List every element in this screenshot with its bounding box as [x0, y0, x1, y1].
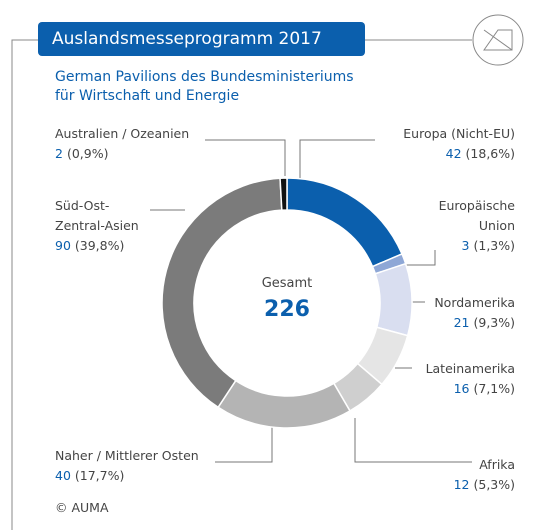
- percent: (17,7%): [74, 468, 125, 483]
- segment-label: Süd-Ost- Zentral-Asien 90 (39,8%): [55, 196, 139, 256]
- value-line: 21 (9,3%): [434, 313, 515, 333]
- percent: (1,3%): [473, 238, 515, 253]
- title: Auslandsmesseprogramm 2017: [52, 29, 322, 49]
- segment-label: Nordamerika 21 (9,3%): [434, 293, 515, 333]
- segment: [161, 177, 283, 409]
- value-line: 40 (17,7%): [55, 466, 199, 486]
- segment: [217, 379, 352, 429]
- category: Europäische Union: [438, 198, 515, 233]
- value-line: 2 (0,9%): [55, 144, 189, 164]
- category: Lateinamerika: [425, 361, 515, 376]
- category: Naher / Mittlerer Osten: [55, 448, 199, 463]
- subtitle: German Pavilions des Bundesministeriums …: [55, 69, 354, 104]
- segment-label: Lateinamerika 16 (7,1%): [426, 359, 515, 399]
- category: Süd-Ost- Zentral-Asien: [55, 198, 139, 233]
- percent: (18,6%): [465, 146, 515, 161]
- source: © AUMA: [55, 500, 109, 515]
- value-line: 12 (5,3%): [454, 475, 515, 495]
- value: 21: [453, 315, 470, 330]
- segment-label: Afrika 12 (5,3%): [454, 455, 515, 495]
- value-line: 42 (18,6%): [403, 144, 515, 164]
- leaders: [150, 139, 472, 463]
- category: Afrika: [479, 457, 515, 472]
- frame: [11, 14, 524, 530]
- segment-label: Australien / Ozeanien 2 (0,9%): [55, 124, 189, 164]
- donut: [161, 177, 413, 429]
- value: 16: [453, 381, 470, 396]
- value-line: 16 (7,1%): [426, 379, 515, 399]
- value: 42: [445, 146, 462, 161]
- value-line: 3 (1,3%): [439, 236, 515, 256]
- percent: (39,8%): [74, 238, 125, 253]
- value: 90: [55, 238, 71, 253]
- segment: [286, 177, 403, 268]
- category: Australien / Ozeanien: [55, 126, 190, 141]
- segment-label: Europäische Union 3 (1,3%): [439, 196, 515, 256]
- value-line: 90 (39,8%): [55, 236, 139, 256]
- percent: (9,3%): [473, 315, 515, 330]
- segment-label: Naher / Mittlerer Osten 40 (17,7%): [55, 446, 199, 486]
- segment-label: Europa (Nicht-EU) 42 (18,6%): [403, 124, 515, 164]
- total: 226: [264, 297, 310, 322]
- percent: (5,3%): [473, 477, 515, 492]
- value: 40: [55, 468, 71, 483]
- value: 3: [461, 238, 470, 253]
- total-label: Gesamt: [262, 276, 313, 291]
- category: Nordamerika: [434, 295, 515, 310]
- segment: [279, 177, 288, 211]
- category: Europa (Nicht-EU): [403, 126, 515, 141]
- percent: (7,1%): [473, 381, 515, 396]
- value: 2: [55, 146, 63, 161]
- percent: (0,9%): [66, 146, 109, 161]
- value: 12: [453, 477, 470, 492]
- segment: [374, 262, 413, 337]
- title-tab: [38, 22, 365, 56]
